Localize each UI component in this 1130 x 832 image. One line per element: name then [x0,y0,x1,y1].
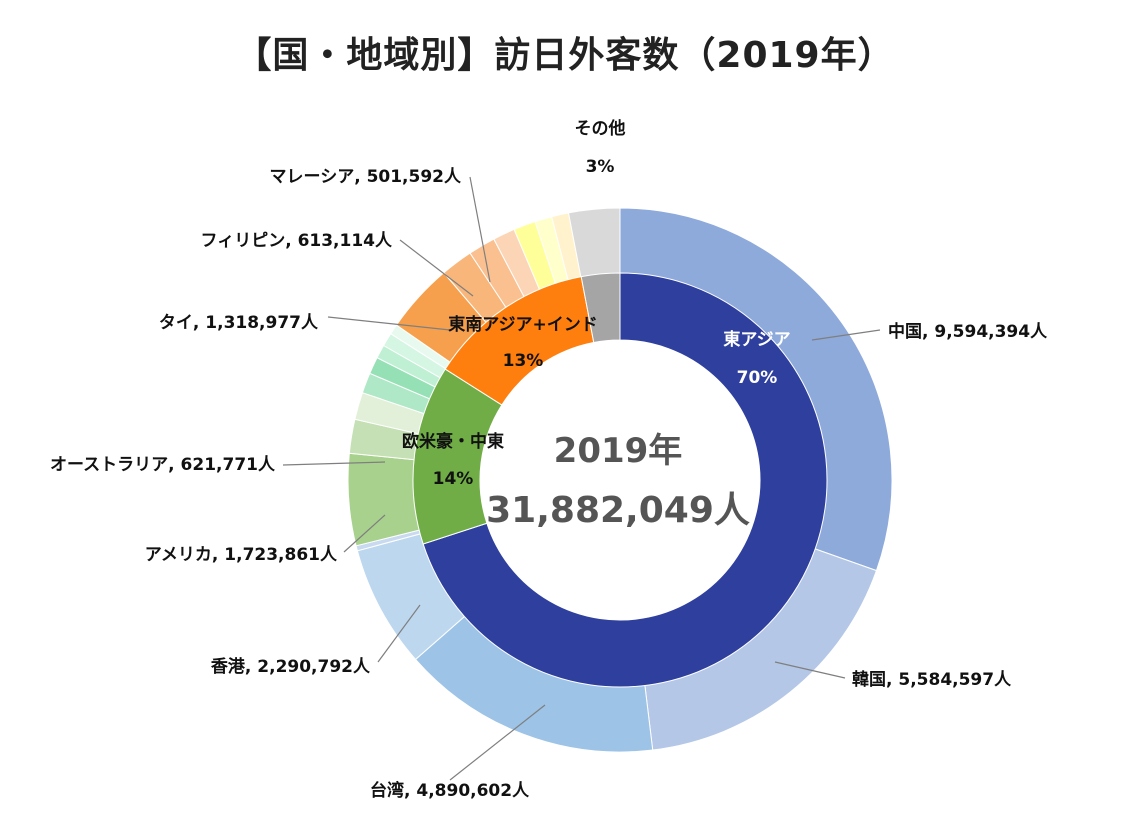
center-year: 2019年 [554,431,683,471]
inner-label-percent-0: 70% [737,368,778,388]
inner-slice-3 [580,272,621,344]
leader-lines [282,176,881,781]
leader-line-13 [327,316,451,331]
outer-label-15: マレーシア, 501,592人 [270,167,462,187]
outer-label-13: タイ, 1,318,977人 [159,313,319,333]
inner-label-percent-2: 13% [503,351,544,371]
inner-label-name-3: その他 [575,118,626,139]
outer-label-0: 中国, 9,594,394人 [888,321,1048,342]
leader-line-15 [469,176,491,283]
inner-label-name-0: 東アジア [723,329,790,350]
outer-label-6: オーストラリア, 621,771人 [50,455,276,475]
leader-line-5 [343,514,386,553]
inner-label-percent-1: 14% [433,469,474,489]
outer-label-5: アメリカ, 1,723,861人 [145,545,338,565]
data-labels: 東アジア 70% 欧米豪・中東 14% 東南アジア+インド 13% その他 3% 中国, 9,5… [50,118,1048,801]
outer-label-3: 香港, 2,290,792人 [211,656,371,677]
center-total: 31,882,049人 [486,490,750,531]
inner-label-name-2: 東南アジア+インド [448,314,598,335]
inner-ring [412,272,828,688]
inner-label-name-1: 欧米豪・中東 [402,431,504,452]
leader-line-6 [282,461,386,466]
inner-slice-0 [422,272,828,688]
outer-label-1: 韓国, 5,584,597人 [852,669,1012,690]
leader-line-2 [449,704,546,781]
outer-label-2: 台湾, 4,890,602人 [370,780,530,801]
chart-title: 【国・地域別】訪日外客数（2019年） [235,35,895,76]
outer-slice-5 [347,452,422,547]
leader-line-0 [811,329,881,341]
inner-label-percent-3: 3% [586,157,615,177]
leader-line-1 [774,661,846,679]
leader-line-3 [377,604,421,663]
leader-line-14 [399,239,474,297]
outer-ring [347,207,893,753]
outer-label-14: フィリピン, 613,114人 [201,231,393,251]
